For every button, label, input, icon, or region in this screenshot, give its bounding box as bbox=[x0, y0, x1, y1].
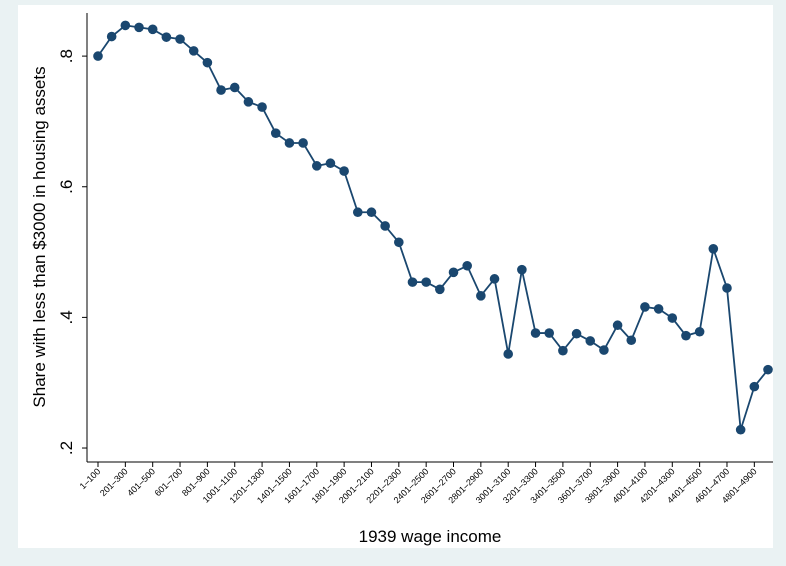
data-point bbox=[489, 274, 500, 284]
data-point bbox=[352, 207, 363, 218]
data-point bbox=[640, 302, 650, 312]
data-point bbox=[681, 330, 691, 341]
data-point bbox=[229, 82, 240, 93]
data-point bbox=[284, 138, 295, 148]
data-point bbox=[366, 207, 377, 218]
data-point bbox=[503, 349, 514, 359]
data-point bbox=[476, 291, 486, 301]
data-point bbox=[120, 20, 131, 31]
data-point bbox=[325, 158, 336, 169]
data-point bbox=[694, 326, 705, 337]
data-point bbox=[667, 313, 678, 323]
y-tick-label: .2 bbox=[57, 441, 76, 455]
data-point bbox=[735, 424, 746, 435]
data-point bbox=[93, 51, 103, 61]
data-point bbox=[530, 328, 541, 338]
data-point bbox=[270, 128, 281, 138]
x-axis-label: 1939 wage income bbox=[359, 527, 502, 546]
data-point bbox=[257, 102, 267, 112]
y-axis-label: Share with less than $3000 in housing as… bbox=[30, 66, 49, 407]
data-point bbox=[722, 283, 732, 293]
data-point bbox=[421, 277, 431, 287]
data-point bbox=[380, 221, 390, 231]
data-point bbox=[407, 277, 418, 287]
y-tick-label: .8 bbox=[57, 49, 76, 63]
data-point bbox=[243, 97, 254, 107]
data-point bbox=[188, 46, 199, 56]
data-point bbox=[394, 237, 404, 248]
data-point bbox=[339, 166, 349, 176]
data-point bbox=[175, 34, 185, 44]
data-point bbox=[571, 328, 582, 339]
data-point bbox=[298, 138, 308, 148]
data-point bbox=[653, 304, 664, 314]
y-tick-label: .6 bbox=[57, 180, 76, 194]
data-point bbox=[763, 364, 773, 375]
data-point bbox=[161, 32, 172, 42]
data-point bbox=[311, 161, 322, 171]
data-point bbox=[202, 57, 213, 68]
data-point bbox=[216, 85, 226, 95]
plot-background bbox=[18, 5, 773, 548]
data-point bbox=[558, 345, 568, 356]
data-point bbox=[626, 335, 637, 346]
data-point bbox=[708, 244, 719, 254]
data-point bbox=[134, 22, 144, 33]
data-point bbox=[585, 336, 596, 346]
data-point bbox=[147, 24, 158, 35]
data-point bbox=[749, 381, 760, 392]
data-point bbox=[517, 264, 527, 275]
y-tick-label: .4 bbox=[57, 310, 76, 324]
data-point bbox=[106, 31, 117, 42]
data-point bbox=[544, 328, 555, 338]
data-point bbox=[612, 320, 623, 331]
data-point bbox=[462, 260, 472, 271]
data-point bbox=[435, 284, 445, 295]
data-point bbox=[448, 267, 459, 278]
data-point bbox=[599, 345, 609, 355]
